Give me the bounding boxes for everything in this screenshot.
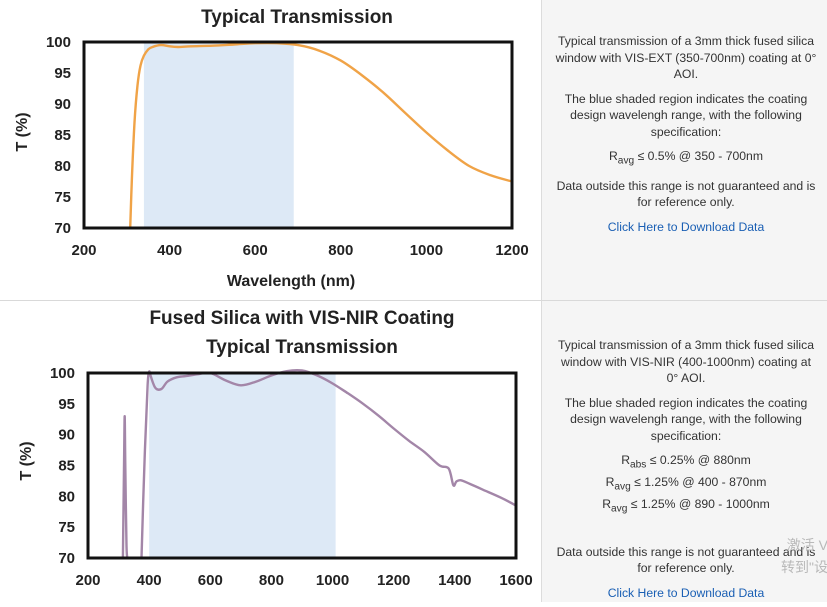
chart-panel: Typical Transmission T (%) Wavelength (n… bbox=[0, 0, 540, 300]
transmission-chart-vis-ext: Typical Transmission T (%) Wavelength (n… bbox=[14, 7, 529, 290]
description-paragraph: Data outside this range is not guarantee… bbox=[556, 178, 816, 210]
x-tick-label: 200 bbox=[75, 572, 100, 589]
description-paragraph: Data outside this range is not guarantee… bbox=[556, 544, 816, 576]
spec-symbol: R bbox=[608, 149, 618, 163]
y-tick-label: 100 bbox=[50, 365, 75, 382]
spec-line: Ravg ≤ 1.25% @ 400 - 870nm bbox=[554, 474, 818, 496]
x-tick-label: 600 bbox=[243, 242, 268, 259]
x-axis-label: Wavelength (nm) bbox=[227, 273, 355, 290]
y-tick-label: 85 bbox=[54, 127, 71, 144]
y-tick-label: 100 bbox=[46, 34, 71, 51]
description-paragraph: Typical transmission of a 3mm thick fuse… bbox=[555, 34, 817, 81]
y-axis-label: T (%) bbox=[14, 112, 31, 151]
series-line bbox=[129, 41, 512, 228]
chart-subtitle: Typical Transmission bbox=[206, 337, 398, 358]
description-text: Typical transmission of a 3mm thick fuse… bbox=[554, 337, 818, 601]
x-tick-label: 800 bbox=[328, 242, 353, 259]
x-tick-label: 1600 bbox=[499, 572, 532, 589]
y-tick-label: 80 bbox=[58, 488, 75, 505]
y-tick-label: 75 bbox=[54, 189, 71, 206]
spec-subscript: abs bbox=[630, 459, 647, 471]
x-tick-label: 400 bbox=[137, 572, 162, 589]
spec-line: Ravg ≤ 1.25% @ 890 - 1000nm bbox=[554, 496, 818, 518]
chart-row-vis-ext: Typical Transmission T (%) Wavelength (n… bbox=[0, 0, 827, 300]
design-range-shading bbox=[143, 42, 294, 228]
x-tick-label: 1400 bbox=[438, 572, 471, 589]
spec-subscript: avg bbox=[614, 481, 631, 493]
y-tick-label: 70 bbox=[58, 550, 75, 567]
spec-value: ≤ 0.5% @ 350 - 700nm bbox=[637, 149, 763, 163]
y-tick-label: 95 bbox=[58, 396, 75, 413]
design-range-shading bbox=[149, 373, 336, 558]
y-tick-label: 85 bbox=[58, 458, 75, 475]
y-tick-label: 70 bbox=[54, 220, 71, 237]
plot-frame bbox=[86, 371, 518, 560]
chart-row-vis-nir: Fused Silica with VIS-NIR Coating Typica… bbox=[0, 301, 827, 602]
spec-subscript: avg bbox=[617, 155, 635, 167]
spec-value: ≤ 0.25% @ 880nm bbox=[649, 453, 751, 467]
spec-value: ≤ 1.25% @ 400 - 870nm bbox=[634, 474, 767, 489]
spec-line: Rabs ≤ 0.25% @ 880nm bbox=[554, 452, 818, 474]
series-line bbox=[140, 368, 516, 558]
chart-title: Typical Transmission bbox=[201, 7, 393, 28]
watermark-line: 转到"设 bbox=[781, 559, 827, 575]
chart-panel: Fused Silica with VIS-NIR Coating Typica… bbox=[0, 301, 540, 602]
spec-value: ≤ 1.25% @ 890 - 1000nm bbox=[630, 496, 770, 511]
y-tick-label: 80 bbox=[54, 158, 71, 175]
y-tick-label: 95 bbox=[54, 65, 71, 82]
y-tick-label: 90 bbox=[58, 427, 75, 444]
download-data-link[interactable]: Click Here to Download Data bbox=[607, 219, 765, 234]
y-tick-label: 90 bbox=[54, 96, 71, 113]
x-tick-label: 1200 bbox=[495, 242, 528, 259]
description-paragraph: The blue shaded region indicates the coa… bbox=[564, 395, 808, 443]
x-tick-label: 1200 bbox=[377, 572, 410, 589]
spec-line: Ravg ≤ 0.5% @ 350 - 700nm bbox=[554, 148, 818, 170]
watermark-line: 激活 V bbox=[786, 537, 827, 553]
spec-symbol: R bbox=[621, 453, 630, 467]
description-paragraph: The blue shaded region indicates the coa… bbox=[564, 91, 808, 139]
description-panel: Typical transmission of a 3mm thick fuse… bbox=[541, 0, 827, 300]
row-divider bbox=[0, 300, 827, 301]
y-axis-label: T (%) bbox=[18, 441, 35, 480]
x-tick-label: 400 bbox=[157, 242, 182, 259]
spec-symbol: R bbox=[605, 474, 615, 489]
description-paragraph: Typical transmission of a 3mm thick fuse… bbox=[557, 338, 815, 385]
description-text: Typical transmission of a 3mm thick fuse… bbox=[554, 33, 818, 235]
spec-symbol: R bbox=[602, 496, 612, 511]
x-tick-label: 600 bbox=[198, 572, 223, 589]
series-line bbox=[121, 414, 129, 558]
x-tick-label: 1000 bbox=[316, 572, 349, 589]
chart-title: Fused Silica with VIS-NIR Coating bbox=[149, 308, 454, 329]
y-tick-label: 75 bbox=[58, 519, 75, 536]
x-tick-label: 1000 bbox=[410, 242, 443, 259]
spec-subscript: avg bbox=[611, 503, 628, 515]
transmission-chart-vis-nir: Fused Silica with VIS-NIR Coating Typica… bbox=[18, 308, 533, 589]
plot-frame bbox=[82, 40, 514, 230]
x-tick-label: 200 bbox=[71, 242, 96, 259]
x-tick-label: 800 bbox=[259, 572, 284, 589]
description-panel: Typical transmission of a 3mm thick fuse… bbox=[541, 301, 827, 602]
download-data-link[interactable]: Click Here to Download Data bbox=[607, 585, 765, 600]
